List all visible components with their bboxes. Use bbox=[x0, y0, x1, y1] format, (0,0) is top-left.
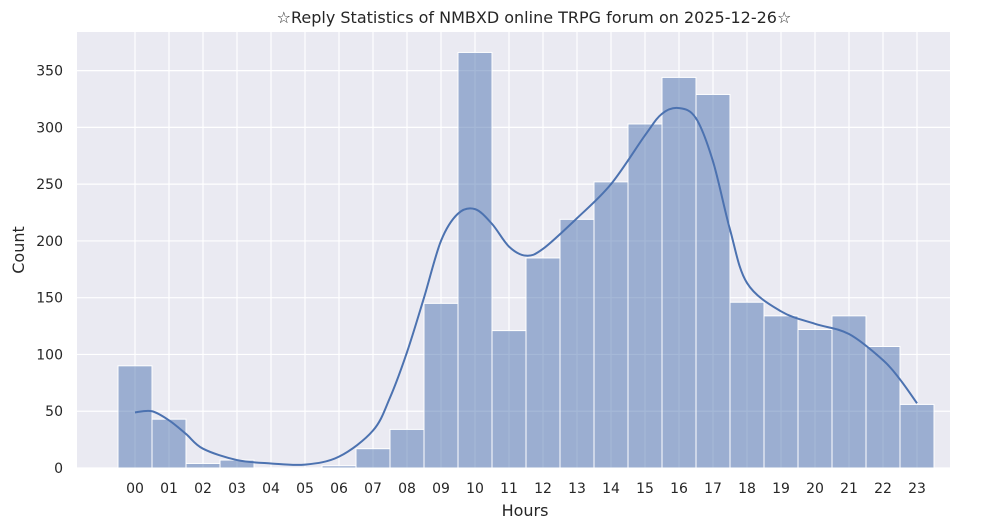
x-tick-label-20: 20 bbox=[806, 481, 824, 497]
x-tick-label-02: 02 bbox=[194, 481, 212, 497]
x-tick-label-07: 07 bbox=[364, 481, 382, 497]
bar-hour-10 bbox=[457, 51, 493, 469]
bar-hour-13 bbox=[559, 218, 595, 469]
bar-hour-08 bbox=[389, 428, 425, 469]
y-tick-label-250: 250 bbox=[36, 177, 63, 193]
bar-hour-17 bbox=[695, 93, 731, 469]
bar-hour-22 bbox=[865, 346, 901, 469]
y-tick-label-100: 100 bbox=[36, 347, 63, 363]
x-tick-label-10: 10 bbox=[466, 481, 484, 497]
bar-hour-19 bbox=[763, 315, 799, 469]
bar-hour-20 bbox=[797, 328, 833, 469]
x-tick-label-23: 23 bbox=[908, 481, 926, 497]
x-tick-labels: 00 01 02 03 04 05 06 07 08 09 10 11 12 13 14 15 16 17 18 19… bbox=[126, 481, 926, 497]
histogram-bars bbox=[117, 51, 935, 469]
x-tick-label-00: 00 bbox=[126, 481, 144, 497]
bar-hour-14 bbox=[593, 181, 629, 469]
bar-hour-18 bbox=[729, 301, 765, 469]
x-tick-label-11: 11 bbox=[500, 481, 518, 497]
x-tick-label-03: 03 bbox=[228, 481, 246, 497]
x-tick-label-06: 06 bbox=[330, 481, 348, 497]
x-tick-label-13: 13 bbox=[568, 481, 586, 497]
x-tick-label-01: 01 bbox=[160, 481, 178, 497]
bar-hour-00 bbox=[117, 365, 153, 469]
y-tick-label-0: 0 bbox=[54, 461, 63, 477]
x-tick-label-15: 15 bbox=[636, 481, 654, 497]
x-tick-label-04: 04 bbox=[262, 481, 280, 497]
bar-hour-06 bbox=[321, 465, 357, 469]
y-tick-label-350: 350 bbox=[36, 64, 63, 80]
x-tick-label-18: 18 bbox=[738, 481, 756, 497]
x-tick-label-12: 12 bbox=[534, 481, 552, 497]
x-tick-label-22: 22 bbox=[874, 481, 892, 497]
bar-hour-12 bbox=[525, 257, 561, 469]
chart-title: ☆Reply Statistics of NMBXD online TRPG f… bbox=[277, 8, 792, 27]
x-tick-label-21: 21 bbox=[840, 481, 858, 497]
bar-hour-07 bbox=[355, 448, 391, 469]
y-tick-label-150: 150 bbox=[36, 291, 63, 307]
bar-hour-02 bbox=[185, 462, 221, 469]
bar-hour-01 bbox=[151, 418, 187, 469]
bar-hour-23 bbox=[899, 403, 935, 469]
y-tick-label-50: 50 bbox=[45, 404, 63, 420]
bar-hour-21 bbox=[831, 315, 867, 469]
x-tick-label-08: 08 bbox=[398, 481, 416, 497]
y-tick-label-300: 300 bbox=[36, 120, 63, 136]
bar-hour-09 bbox=[423, 302, 459, 469]
x-tick-label-17: 17 bbox=[704, 481, 722, 497]
x-tick-label-14: 14 bbox=[602, 481, 620, 497]
x-axis-label: Hours bbox=[502, 501, 549, 520]
bar-hour-15 bbox=[627, 123, 663, 469]
bar-hour-11 bbox=[491, 330, 527, 469]
x-tick-label-09: 09 bbox=[432, 481, 450, 497]
bar-hour-16 bbox=[661, 76, 697, 469]
y-tick-labels: 0 50 100 150 200 250 300 350 bbox=[36, 64, 63, 477]
x-tick-label-05: 05 bbox=[296, 481, 314, 497]
y-axis-label: Count bbox=[9, 226, 28, 274]
y-tick-label-200: 200 bbox=[36, 234, 63, 250]
x-tick-label-16: 16 bbox=[670, 481, 688, 497]
kde-curve bbox=[134, 106, 918, 467]
x-tick-label-19: 19 bbox=[772, 481, 790, 497]
